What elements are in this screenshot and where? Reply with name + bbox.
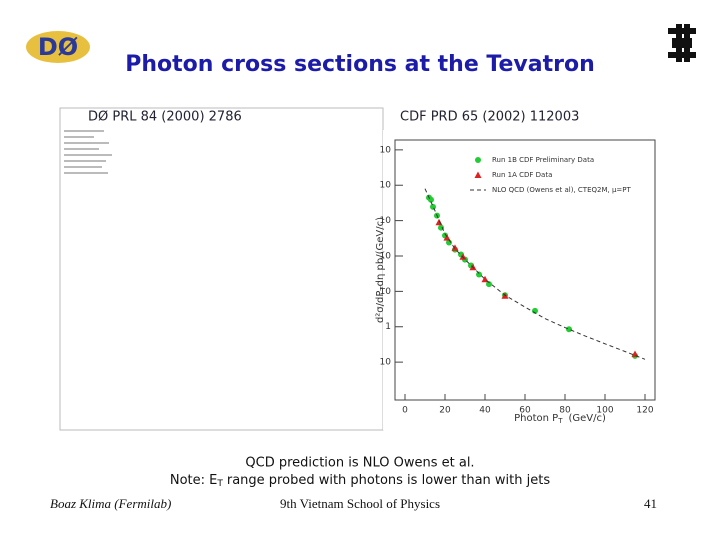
data-point	[443, 234, 451, 241]
y-tick-label: 10	[380, 287, 392, 297]
caption-sub: T	[216, 479, 223, 489]
y-label-part: d²σ/dP	[375, 291, 386, 323]
x-tick-label: 60	[519, 406, 531, 416]
caption-line: QCD prediction is NLO Owens et al.	[245, 456, 474, 471]
x-tick-label: 100	[596, 406, 613, 416]
x-label-part: (GeV/c)	[568, 413, 606, 424]
bullet-text: CDF PRD 65 (2002) 112003	[400, 110, 579, 125]
x-tick-label: 0	[402, 406, 408, 416]
data-point	[566, 326, 572, 333]
caption-line: Note: ET range probed with photons is low…	[170, 473, 550, 489]
caption-part: Note: E	[170, 473, 218, 488]
legend-swatch	[474, 171, 482, 178]
data-point	[451, 244, 459, 251]
x-tick-label: 20	[439, 406, 451, 416]
y-tick-label: 10	[380, 358, 392, 368]
model-curve	[424, 188, 646, 360]
plot-background	[383, 130, 663, 430]
caption-part: range probed with photons is lower than …	[227, 473, 550, 488]
y-tick-label: 1	[385, 322, 391, 332]
data-point	[631, 350, 639, 357]
footer-left: Boaz Klima (Fermilab)	[50, 496, 171, 511]
data-point	[476, 271, 482, 278]
bullet-text: DØ PRL 84 (2000) 2786	[88, 110, 242, 125]
footer-right: 41	[644, 496, 657, 511]
x-label-sub: T	[557, 417, 563, 425]
logo-ring	[26, 31, 90, 63]
slide-title: Photon cross sections at the Tevatron	[125, 52, 594, 77]
y-tick-label: 10	[380, 216, 392, 226]
legend-label: Run 1A CDF Data	[492, 171, 552, 179]
left-figure-scribble	[64, 130, 112, 174]
y-tick-label: 10	[380, 145, 392, 155]
y-tick-label: 10	[380, 251, 392, 261]
legend-label: NLO QCD (Owens et al), CTEQ2M, μ=PT	[492, 186, 631, 194]
logo-text: DØ	[38, 33, 78, 61]
x-label-part: Photon P	[514, 413, 558, 424]
legend-label: Run 1B CDF Preliminary Data	[492, 156, 594, 164]
y-label-sub: T	[379, 286, 387, 292]
x-axis-label: Photon PT (GeV/c)	[514, 413, 606, 425]
x-tick-label: 40	[479, 406, 491, 416]
x-tick-label: 120	[636, 406, 653, 416]
fermilab-logo	[668, 24, 696, 62]
legend-swatch	[475, 157, 481, 163]
data-point	[459, 253, 467, 260]
y-tick-label: 10	[380, 181, 392, 191]
data-point	[446, 239, 452, 246]
footer-center: 9th Vietnam School of Physics	[280, 496, 440, 511]
data-point	[430, 203, 436, 210]
data-point	[486, 281, 492, 288]
x-tick-label: 80	[559, 406, 571, 416]
y-label-part: dη pb/(GeV/c)	[375, 217, 386, 286]
y-axis-label: d²σ/dPTdη pb/(GeV/c)	[375, 217, 387, 323]
left-figure	[59, 107, 384, 431]
